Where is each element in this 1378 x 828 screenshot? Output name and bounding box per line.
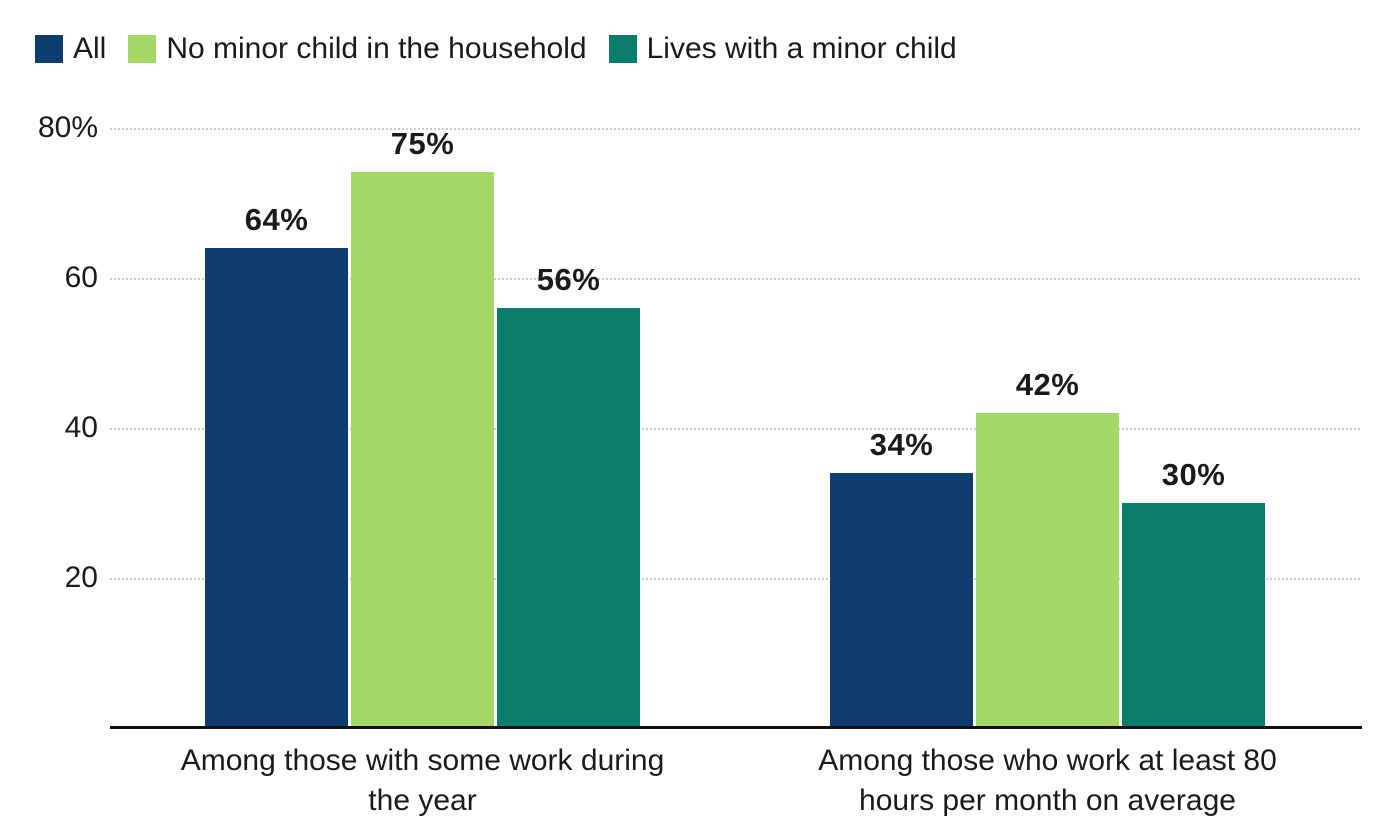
legend-swatch [608,35,637,63]
bar-column: 75% [351,128,494,728]
gridline [110,128,1360,130]
bar-group: 64% 75% 56% [110,128,735,728]
plot-area: 64% 75% 56% 34% 42% 30% [110,128,1360,728]
gridline [110,278,1360,280]
bar [1122,503,1265,728]
bar-column: 42% [976,128,1119,728]
bar [205,248,348,728]
legend-item: All [35,34,106,64]
bar-column: 34% [830,128,973,728]
legend-label: All [73,32,107,65]
legend-swatch [128,35,157,63]
x-axis-label-line: the year [368,784,477,817]
bar-column: 64% [205,128,348,728]
bar-group: 34% 42% 30% [735,128,1360,728]
legend-label: Lives with a minor child [646,32,957,65]
bar [497,308,640,728]
x-axis-label-line: Among those with some work during [180,744,665,777]
x-axis-category-label: Among those who work at least 80 hours pe… [735,741,1360,821]
x-axis-label-line: Among those who work at least 80 [818,744,1277,777]
bar-value-label: 30% [1161,457,1226,492]
y-tick-label: 60 [64,261,98,294]
bar-value-label: 42% [1015,367,1080,402]
legend-label: No minor child in the household [166,32,587,65]
y-tick-label: 40 [64,411,98,444]
x-axis-labels: Among those with some work during the yea… [110,741,1360,821]
bar-value-label: 34% [869,427,934,462]
x-axis-line [110,726,1362,729]
gridline [110,578,1360,580]
bar-groups: 64% 75% 56% 34% 42% 30% [110,128,1360,728]
bar-value-label: 64% [244,202,309,237]
bar-column: 30% [1122,128,1265,728]
bar-value-label: 75% [390,126,455,161]
legend: All No minor child in the household Lives … [35,34,957,64]
bar-column: 56% [497,128,640,728]
bar [351,172,494,728]
legend-swatch [35,35,63,63]
gridline [110,428,1360,430]
x-axis-category-label: Among those with some work during the yea… [110,741,735,821]
bar [830,473,973,728]
legend-item: No minor child in the household [128,32,587,65]
bar-value-label: 56% [536,262,601,297]
y-tick-label: 80% [37,111,98,144]
bar [976,413,1119,728]
y-tick-label: 20 [64,561,98,594]
legend-item: Lives with a minor child [608,32,957,65]
x-axis-label-line: hours per month on average [859,784,1236,817]
